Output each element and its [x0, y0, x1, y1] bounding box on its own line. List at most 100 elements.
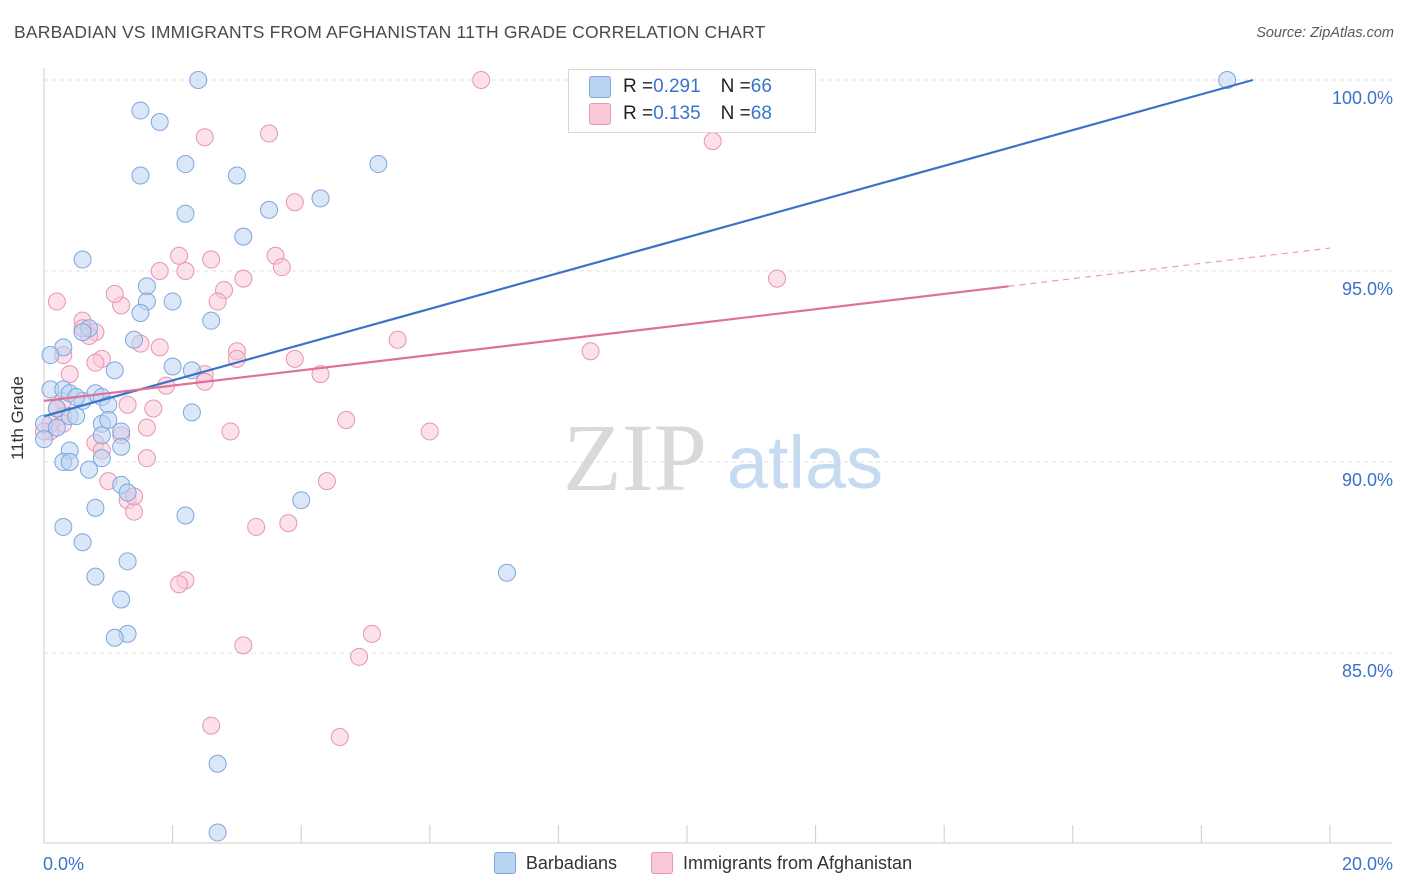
- legend-item-barbadians[interactable]: Barbadians: [493, 852, 617, 874]
- scatter-point: [47, 292, 66, 311]
- scatter-point: [80, 460, 99, 479]
- scatter-point: [311, 189, 330, 208]
- gridlines: [44, 79, 1392, 654]
- scatter-point: [247, 517, 266, 536]
- scatter-point: [163, 357, 182, 376]
- scatter-point: [170, 246, 189, 265]
- scatter-point: [35, 430, 53, 449]
- y-tick-label: 85.0%: [1342, 661, 1393, 681]
- scatter-point: [768, 269, 787, 288]
- scatter-point: [86, 353, 105, 372]
- r-value: 0.291: [653, 76, 701, 97]
- scatter-point: [272, 258, 291, 277]
- scatter-point: [163, 292, 182, 311]
- n-value: 68: [750, 103, 772, 124]
- stats-row-afghanistan: R = 0.135 N = 68: [589, 103, 772, 125]
- trend-lines: [43, 78, 1331, 418]
- scatter-point: [497, 563, 516, 582]
- scatter-point: [176, 506, 195, 525]
- stats-legend: R = 0.291 N = 66 R = 0.135 N = 68: [568, 69, 816, 133]
- legend-swatch-blue: [589, 76, 611, 98]
- scatter-point: [285, 193, 304, 212]
- scatter-point: [208, 754, 227, 773]
- scatter-point: [112, 590, 131, 609]
- scatter-point: [150, 113, 169, 132]
- scatter-point: [60, 365, 79, 384]
- trend-line-solid: [43, 285, 1009, 402]
- scatter-point: [234, 269, 253, 288]
- stats-row-barbadians: R = 0.291 N = 66: [589, 76, 772, 98]
- y-tick-label: 100.0%: [1332, 88, 1393, 108]
- scatter-point: [125, 502, 144, 521]
- trend-line-dashed: [1008, 247, 1331, 287]
- scatter-point: [202, 250, 221, 269]
- scatter-point: [1218, 71, 1237, 89]
- scatter-point: [86, 567, 105, 586]
- chart-title: BARBADIAN VS IMMIGRANTS FROM AFGHANISTAN…: [14, 22, 766, 42]
- scatter-point: [189, 71, 208, 89]
- scatter-point: [105, 284, 124, 303]
- scatter-point: [86, 498, 105, 517]
- scatter-point: [182, 403, 201, 422]
- legend-swatch-pink: [589, 103, 611, 125]
- watermark-atlas: atlas: [727, 421, 883, 504]
- scatter-point: [317, 472, 336, 491]
- y-axis-label: 11th Grade: [8, 376, 27, 460]
- scatter-point: [118, 395, 137, 414]
- x-tick-label: 0.0%: [43, 854, 84, 874]
- scatter-point: [144, 399, 163, 418]
- scatter-point: [176, 262, 195, 280]
- scatter-point: [137, 277, 156, 296]
- legend-swatch-blue: [493, 852, 516, 874]
- scatter-point: [388, 330, 407, 349]
- scatter-point: [60, 453, 79, 471]
- scatter-point: [105, 361, 124, 380]
- scatter-point: [195, 128, 214, 147]
- scatter-point: [118, 552, 137, 571]
- series-legend: Barbadians Immigrants from Afghanistan: [0, 852, 1406, 874]
- axes: [43, 68, 1392, 844]
- scatter-point: [472, 71, 491, 89]
- r-value: 0.135: [653, 103, 701, 124]
- scatter-point: [279, 514, 298, 533]
- scatter-point: [176, 155, 195, 174]
- scatter-point: [150, 338, 169, 357]
- scatter-point: [73, 323, 92, 342]
- scatter-point: [47, 418, 66, 437]
- scatter-point: [131, 304, 150, 323]
- scatter-point: [170, 575, 189, 594]
- watermark-zip: ZIP: [563, 404, 707, 511]
- y-tick-label: 90.0%: [1342, 470, 1393, 490]
- scatter-point: [92, 426, 111, 445]
- scatter-point: [150, 262, 169, 280]
- scatter-point: [41, 346, 60, 365]
- scatter-point: [234, 636, 253, 655]
- x-tick-label: 20.0%: [1342, 854, 1393, 874]
- y-tick-label: 95.0%: [1342, 279, 1393, 299]
- tick-labels: 85.0% 90.0% 95.0% 100.0% 0.0% 20.0%: [43, 88, 1393, 874]
- legend-item-afghanistan[interactable]: Immigrants from Afghanistan: [650, 852, 912, 874]
- trend-line-solid: [43, 78, 1254, 418]
- scatter-point: [73, 250, 92, 269]
- scatter-point: [202, 311, 221, 330]
- scatter-point: [350, 647, 369, 666]
- scatter-point: [208, 823, 227, 842]
- scatter-point: [137, 449, 156, 468]
- scatter-point: [260, 124, 279, 143]
- scatter-point: [118, 483, 137, 502]
- scatter-point: [202, 716, 221, 735]
- scatter-point: [234, 227, 253, 246]
- scatter-point: [208, 292, 227, 311]
- scatter-point: [54, 517, 73, 536]
- scatter-point: [369, 155, 388, 174]
- scatter-point: [73, 533, 92, 552]
- n-value: 66: [750, 76, 772, 97]
- scatter-point: [420, 422, 439, 441]
- scatter-point: [292, 491, 311, 510]
- scatter-point: [67, 407, 86, 426]
- scatter-point: [176, 204, 195, 223]
- scatter-point: [285, 349, 304, 368]
- scatter-point: [227, 166, 246, 185]
- legend-swatch-pink: [650, 852, 673, 874]
